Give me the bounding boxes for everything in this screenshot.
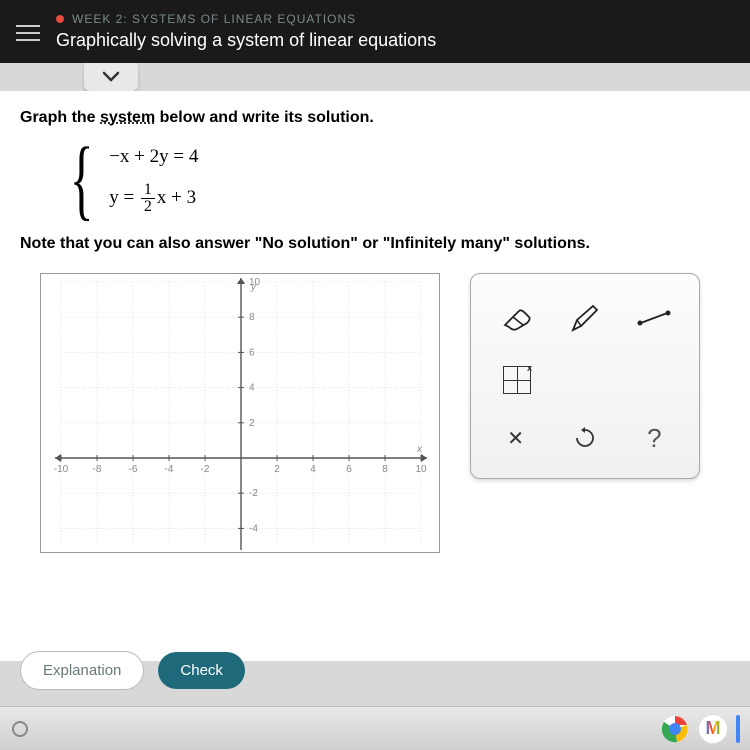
work-area: -10-8-6-4-2246810-4-2246810yx x — [20, 273, 730, 553]
menu-icon[interactable] — [16, 20, 40, 46]
chrome-icon[interactable] — [660, 714, 690, 744]
keyword-system[interactable]: system — [100, 109, 155, 126]
explanation-button[interactable]: Explanation — [20, 651, 144, 690]
action-buttons: Explanation Check — [20, 651, 245, 690]
header-text: WEEK 2: SYSTEMS OF LINEAR EQUATIONS Grap… — [56, 12, 734, 51]
svg-text:6: 6 — [249, 347, 255, 358]
svg-text:-4: -4 — [165, 464, 174, 475]
svg-text:2: 2 — [249, 418, 255, 429]
svg-text:-2: -2 — [249, 488, 258, 499]
svg-text:-8: -8 — [93, 464, 102, 475]
os-taskbar: M — [0, 706, 750, 750]
svg-text:-6: -6 — [129, 464, 138, 475]
svg-text:4: 4 — [249, 383, 255, 394]
svg-text:-10: -10 — [54, 464, 69, 475]
help-icon[interactable]: ? — [634, 418, 674, 458]
chevron-down-icon — [102, 71, 120, 83]
svg-text:6: 6 — [346, 464, 352, 475]
svg-text:-4: -4 — [249, 523, 258, 534]
fraction: 12 — [141, 182, 155, 215]
graph-canvas[interactable]: -10-8-6-4-2246810-4-2246810yx — [40, 273, 440, 553]
equation-2: y = 12x + 3 — [109, 182, 198, 215]
brace-icon: { — [70, 145, 94, 215]
status-dot-icon — [56, 15, 64, 23]
gmail-icon[interactable]: M — [698, 714, 728, 744]
svg-text:-2: -2 — [201, 464, 210, 475]
grid-tool-icon[interactable]: x — [497, 360, 537, 400]
svg-text:10: 10 — [415, 464, 427, 475]
page-title: Graphically solving a system of linear e… — [56, 30, 734, 51]
line-icon[interactable] — [634, 298, 674, 338]
svg-text:4: 4 — [310, 464, 316, 475]
problem-content: Graph the system below and write its sol… — [0, 91, 750, 661]
tool-palette: x ✕ ? — [470, 273, 700, 479]
eraser-icon[interactable] — [496, 298, 536, 338]
svg-text:2: 2 — [274, 464, 280, 475]
taskbar-indicator — [736, 715, 740, 743]
svg-text:y: y — [250, 282, 257, 293]
check-button[interactable]: Check — [158, 652, 245, 689]
coordinate-grid[interactable]: -10-8-6-4-2246810-4-2246810yx — [41, 274, 440, 553]
breadcrumb-text: WEEK 2: SYSTEMS OF LINEAR EQUATIONS — [72, 12, 356, 26]
svg-text:8: 8 — [382, 464, 388, 475]
note-text: Note that you can also answer "No soluti… — [20, 235, 730, 253]
equation-1: −x + 2y = 4 — [109, 146, 198, 168]
instruction-text: Graph the system below and write its sol… — [20, 109, 730, 127]
expand-tab[interactable] — [84, 63, 138, 91]
os-launcher-icon[interactable] — [12, 721, 28, 737]
equation-system: { −x + 2y = 4 y = 12x + 3 — [60, 145, 730, 215]
pencil-icon[interactable] — [565, 298, 605, 338]
breadcrumb: WEEK 2: SYSTEMS OF LINEAR EQUATIONS — [56, 12, 734, 26]
svg-text:8: 8 — [249, 312, 255, 323]
close-icon[interactable]: ✕ — [496, 418, 536, 458]
undo-icon[interactable] — [565, 418, 605, 458]
svg-text:x: x — [416, 444, 423, 455]
app-header: WEEK 2: SYSTEMS OF LINEAR EQUATIONS Grap… — [0, 0, 750, 63]
